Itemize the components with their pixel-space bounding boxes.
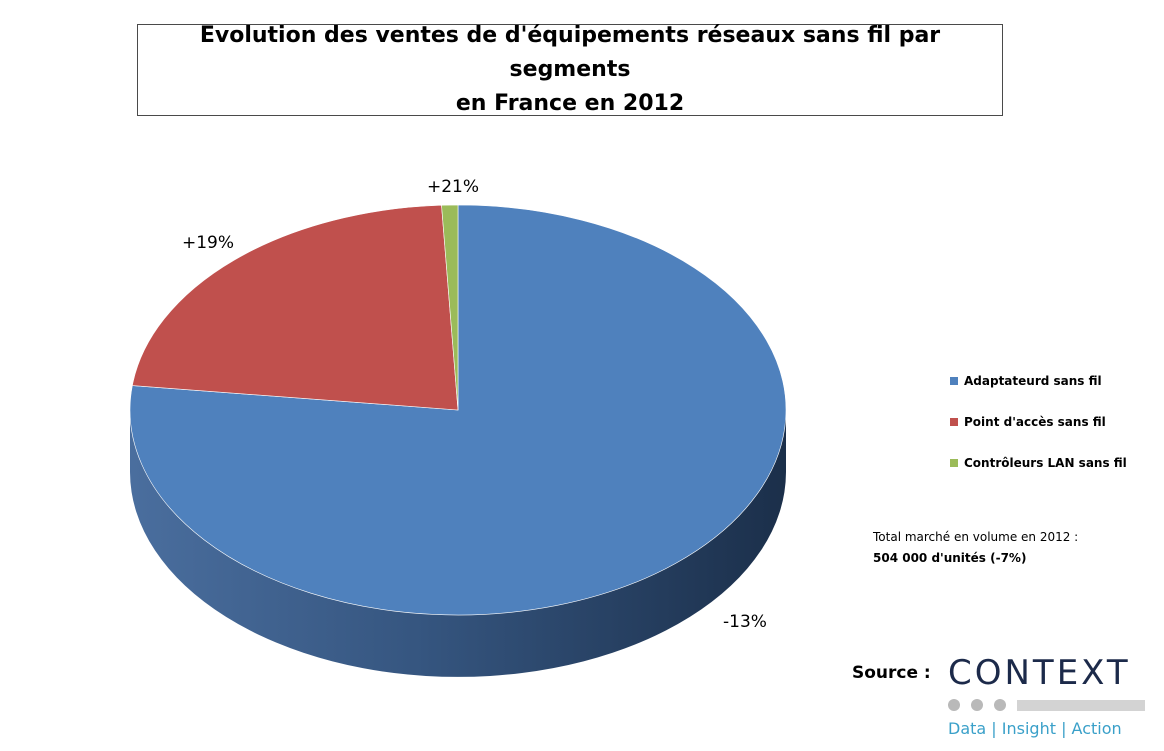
logo-dot — [994, 699, 1006, 711]
legend-label-controleurs: Contrôleurs LAN sans fil — [964, 456, 1127, 470]
legend-item-controleurs: Contrôleurs LAN sans fil — [950, 454, 1127, 472]
logo-bar — [1017, 699, 1145, 711]
legend-item-point-acces: Point d'accès sans fil — [950, 413, 1127, 431]
pie-side-0 — [130, 410, 786, 677]
legend-swatch-point-acces — [950, 418, 958, 426]
logo-dot — [948, 699, 960, 711]
legend-label-adaptateur: Adaptateurd sans fil — [964, 374, 1102, 388]
market-total-line-2: 504 000 d'unités (-7%) — [873, 551, 1027, 565]
chart-title-line-1: Evolution des ventes de d'équipements ré… — [199, 23, 941, 82]
context-logo: CONTEXT Data | Insight | Action — [948, 655, 1153, 738]
context-logo-dots — [948, 693, 1153, 717]
legend-swatch-controleurs — [950, 459, 958, 467]
pie-slice-2 — [441, 204, 459, 411]
legend-swatch-adaptateur — [950, 377, 958, 385]
context-logo-word: CONTEXT — [948, 653, 1131, 693]
pie-data-label-1: +19% — [182, 233, 234, 253]
chart-legend: Adaptateurd sans fil Point d'accès sans … — [950, 372, 1127, 495]
logo-dot — [971, 699, 983, 711]
chart-title: Evolution des ventes de d'équipements ré… — [145, 19, 995, 121]
pie-data-label-0: -13% — [723, 612, 767, 632]
context-logo-tagline: Data | Insight | Action — [948, 719, 1122, 738]
pie-slice-1 — [131, 204, 459, 411]
pie-data-label-2: +21% — [427, 177, 479, 197]
legend-item-adaptateur: Adaptateurd sans fil — [950, 372, 1127, 390]
market-total-line-1: Total marché en volume en 2012 : — [873, 530, 1079, 544]
market-total-note: Total marché en volume en 2012 : 504 000… — [873, 527, 1078, 569]
chart-title-line-2: en France en 2012 — [455, 91, 685, 116]
chart-title-box: Evolution des ventes de d'équipements ré… — [137, 23, 1003, 116]
source-label: Source : — [852, 663, 931, 683]
legend-label-point-acces: Point d'accès sans fil — [964, 415, 1106, 429]
